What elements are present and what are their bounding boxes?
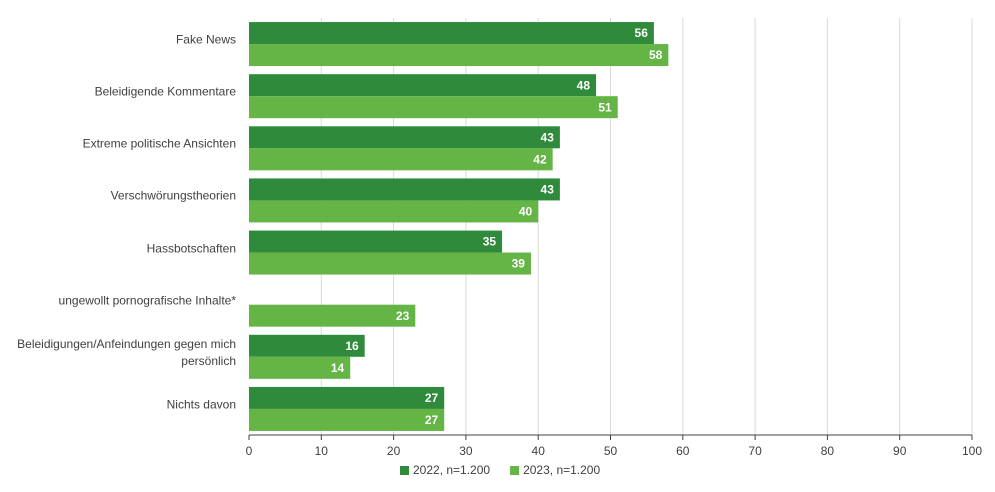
bar xyxy=(249,230,503,253)
category-label: Hassbotschaften xyxy=(146,241,236,256)
value-label: 40 xyxy=(519,205,533,219)
x-tick-label: 30 xyxy=(459,444,473,458)
x-tick-label: 70 xyxy=(748,444,762,458)
bar xyxy=(249,334,365,357)
bar xyxy=(249,148,553,171)
value-label: 58 xyxy=(649,48,663,62)
bar xyxy=(249,200,539,223)
value-label: 56 xyxy=(635,26,649,40)
bar xyxy=(249,304,416,327)
bar xyxy=(249,74,597,97)
bar xyxy=(249,178,560,201)
category-label: ungewollt pornografische Inhalte* xyxy=(58,293,236,308)
legend-label: 2022, n=1.200 xyxy=(413,463,490,477)
bar xyxy=(249,126,560,149)
x-tick-label: 50 xyxy=(604,444,618,458)
bar xyxy=(249,44,669,67)
value-label: 14 xyxy=(331,361,345,375)
x-tick-label: 0 xyxy=(246,444,253,458)
bar xyxy=(249,22,654,45)
value-label: 42 xyxy=(533,152,547,166)
category-label: Fake News xyxy=(175,32,236,47)
value-label: 16 xyxy=(345,339,359,353)
value-label: 43 xyxy=(541,183,555,197)
value-label: 51 xyxy=(598,100,612,114)
bar xyxy=(249,356,351,379)
category-label: Beleidigungen/Anfeindungen gegen mich pe… xyxy=(17,336,236,368)
category-label: Beleidigende Kommentare xyxy=(94,84,236,99)
value-label: 48 xyxy=(577,78,591,92)
value-label: 35 xyxy=(483,235,497,249)
value-label: 27 xyxy=(425,413,439,427)
legend-marker xyxy=(510,466,520,475)
x-tick-label: 20 xyxy=(387,444,401,458)
bar xyxy=(249,96,618,119)
x-tick-label: 60 xyxy=(676,444,690,458)
x-tick-label: 100 xyxy=(962,444,982,458)
bar xyxy=(249,386,445,409)
x-tick-label: 90 xyxy=(893,444,907,458)
legend-marker xyxy=(400,466,409,475)
bar xyxy=(249,252,531,275)
legend-label: 2023, n=1.200 xyxy=(523,463,600,477)
x-tick-label: 80 xyxy=(821,444,835,458)
value-label: 43 xyxy=(541,130,555,144)
value-label: 39 xyxy=(512,257,526,271)
x-tick-label: 10 xyxy=(315,444,329,458)
value-label: 27 xyxy=(425,391,439,405)
bar xyxy=(249,408,445,431)
category-label: Verschwörungstheorien xyxy=(110,188,236,203)
value-label: 23 xyxy=(396,309,410,323)
category-label: Extreme politische Ansichten xyxy=(82,136,236,151)
category-label: Nichts davon xyxy=(166,397,236,412)
x-tick-label: 40 xyxy=(532,444,546,458)
